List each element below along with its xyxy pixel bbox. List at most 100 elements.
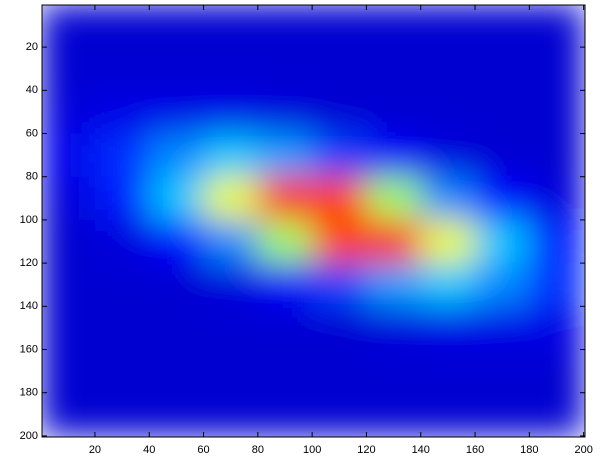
heatmap-cell: [475, 220, 530, 264]
heatmap-cells: [41, 4, 585, 437]
heatmap-cell: [366, 306, 421, 350]
heatmap-cell: [421, 393, 476, 437]
y-tick-label: 40: [26, 84, 38, 96]
heatmap-cell: [95, 263, 150, 307]
heatmap-cell: [421, 306, 476, 350]
heatmap-cell: [204, 47, 259, 91]
heatmap-cell: [204, 177, 259, 221]
heatmap-cell: [475, 350, 530, 394]
heatmap-cell: [149, 4, 204, 48]
heatmap-cell: [475, 393, 530, 437]
heatmap-cell: [95, 393, 150, 437]
heatmap-cell: [421, 90, 476, 134]
chart: 2040608010012014016018020020406080100120…: [0, 0, 606, 458]
heatmap-cell: [475, 47, 530, 91]
heatmap-cell: [204, 220, 259, 264]
heatmap-cell: [366, 350, 421, 394]
heatmap-cell: [149, 47, 204, 91]
x-tick-label: 100: [303, 444, 321, 456]
heatmap-cell: [366, 263, 421, 307]
y-tick-label: 80: [26, 171, 38, 183]
heatmap-cell: [41, 393, 96, 437]
heatmap-cell: [204, 90, 259, 134]
heatmap-cell: [529, 306, 584, 350]
x-tick-label: 20: [89, 444, 101, 456]
heatmap-cell: [312, 306, 367, 350]
heatmap-cell: [95, 177, 150, 221]
heatmap-cell: [475, 306, 530, 350]
heatmap-cell: [312, 350, 367, 394]
heatmap-cell: [312, 263, 367, 307]
heatmap-cell: [95, 134, 150, 178]
heatmap-cell: [258, 4, 313, 48]
heatmap-cell: [366, 47, 421, 91]
x-tick-label: 80: [252, 444, 264, 456]
heatmap-cell: [41, 220, 96, 264]
heatmap-cell: [258, 220, 313, 264]
y-tick-label: 100: [20, 214, 38, 226]
heatmap-cell: [366, 177, 421, 221]
y-tick-label: 20: [26, 41, 38, 53]
heatmap-cell: [421, 220, 476, 264]
heatmap-cell: [529, 220, 584, 264]
heatmap-cell: [149, 263, 204, 307]
heatmap-cell: [204, 350, 259, 394]
heatmap-cell: [258, 90, 313, 134]
x-tick-label: 200: [574, 444, 592, 456]
heatmap-cell: [204, 306, 259, 350]
heatmap-cell: [312, 177, 367, 221]
y-tick-label: 160: [20, 343, 38, 355]
heatmap-cell: [529, 47, 584, 91]
x-tick-label: 120: [357, 444, 375, 456]
heatmap-cell: [529, 350, 584, 394]
y-tick-label: 60: [26, 127, 38, 139]
heatmap-cell: [149, 350, 204, 394]
heatmap-cell: [41, 4, 96, 48]
heatmap-cell: [312, 393, 367, 437]
plot-area: [41, 4, 585, 437]
x-tick-label: 40: [143, 444, 155, 456]
heatmap-cell: [149, 220, 204, 264]
heatmap-cell: [529, 177, 584, 221]
heatmap-cell: [312, 4, 367, 48]
heatmap-cell: [41, 350, 96, 394]
x-tick-label: 180: [520, 444, 538, 456]
heatmap-cell: [312, 47, 367, 91]
heatmap-cell: [149, 177, 204, 221]
heatmap-cell: [421, 263, 476, 307]
heatmap-cell: [204, 4, 259, 48]
heatmap-cell: [41, 47, 96, 91]
heatmap-cell: [95, 90, 150, 134]
heatmap-cell: [149, 90, 204, 134]
heatmap-cell: [204, 263, 259, 307]
heatmap-cell: [529, 4, 584, 48]
heatmap-cell: [258, 177, 313, 221]
heatmap-cell: [95, 47, 150, 91]
heatmap-cell: [312, 90, 367, 134]
heatmap-cell: [366, 134, 421, 178]
heatmap-cell: [258, 134, 313, 178]
heatmap-cell: [95, 306, 150, 350]
heatmap-cell: [258, 47, 313, 91]
heatmap-cell: [421, 177, 476, 221]
heatmap-cell: [204, 134, 259, 178]
x-tick-label: 60: [197, 444, 209, 456]
heatmap-cell: [312, 220, 367, 264]
heatmap-cell: [204, 393, 259, 437]
heatmap-cell: [366, 90, 421, 134]
heatmap-cell: [475, 177, 530, 221]
heatmap-cell: [41, 306, 96, 350]
heatmap-cell: [41, 263, 96, 307]
heatmap-cell: [41, 134, 96, 178]
heatmap-cell: [258, 393, 313, 437]
heatmap-cell: [312, 134, 367, 178]
y-tick-label: 120: [20, 257, 38, 269]
heatmap-cell: [258, 350, 313, 394]
heatmap-cell: [529, 263, 584, 307]
heatmap-cell: [366, 393, 421, 437]
heatmap-cell: [258, 263, 313, 307]
y-tick-label: 200: [20, 430, 38, 442]
heatmap-cell: [41, 177, 96, 221]
heatmap-cell: [421, 350, 476, 394]
heatmap-cell: [529, 90, 584, 134]
